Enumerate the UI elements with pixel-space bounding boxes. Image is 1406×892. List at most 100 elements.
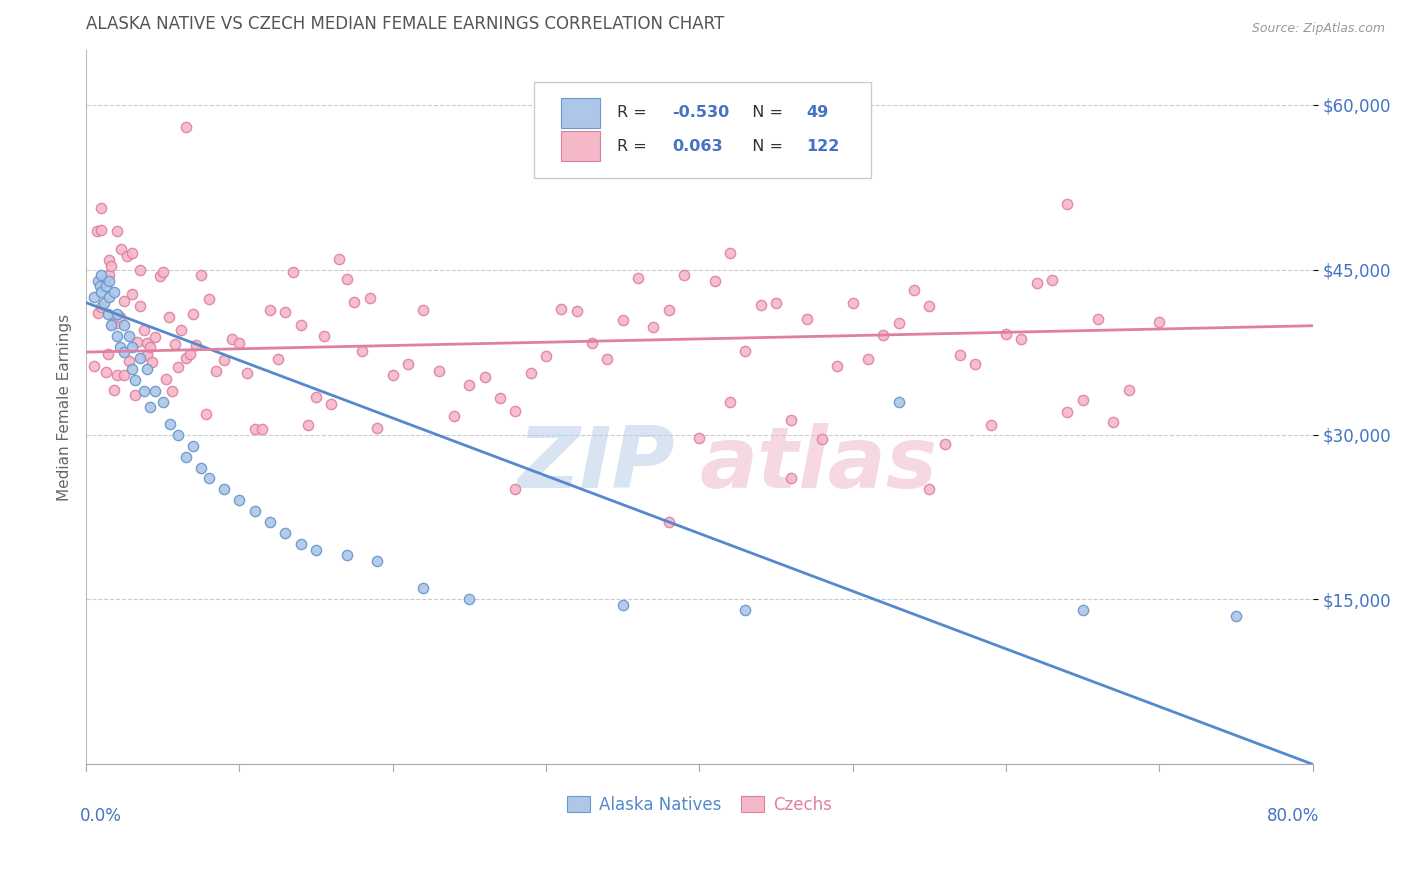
Point	[281, 265, 304, 279]
Point	[290, 537, 312, 551]
Point	[103, 383, 125, 397]
Point	[643, 319, 665, 334]
Point	[550, 302, 572, 317]
Point	[105, 224, 128, 238]
Point	[581, 335, 603, 350]
Point	[534, 349, 557, 363]
Point	[94, 365, 117, 379]
Point	[90, 268, 112, 282]
Point	[105, 328, 128, 343]
Point	[366, 421, 388, 435]
Point	[90, 300, 112, 314]
Point	[949, 348, 972, 362]
Point	[841, 295, 863, 310]
Point	[157, 310, 180, 325]
Point	[93, 295, 115, 310]
Point	[1025, 277, 1047, 291]
Point	[274, 526, 297, 541]
Point	[124, 373, 146, 387]
Point	[94, 279, 117, 293]
Point	[124, 387, 146, 401]
Text: ALASKA NATIVE VS CZECH MEDIAN FEMALE EARNINGS CORRELATION CHART: ALASKA NATIVE VS CZECH MEDIAN FEMALE EAR…	[86, 15, 724, 33]
Point	[980, 417, 1002, 432]
Point	[90, 223, 112, 237]
Point	[612, 598, 634, 612]
Point	[98, 268, 121, 282]
Text: -0.530: -0.530	[672, 105, 730, 120]
Point	[212, 483, 235, 497]
Point	[1118, 383, 1140, 397]
Text: N =: N =	[742, 105, 789, 120]
Point	[160, 384, 183, 399]
Point	[965, 357, 987, 371]
Point	[381, 368, 404, 382]
Point	[197, 292, 219, 306]
Point	[118, 354, 141, 368]
Point	[186, 338, 208, 352]
Point	[297, 418, 319, 433]
Point	[105, 307, 128, 321]
Point	[194, 407, 217, 421]
Point	[98, 253, 121, 268]
Point	[121, 245, 143, 260]
Point	[1149, 315, 1171, 329]
Point	[352, 344, 374, 359]
Point	[108, 340, 131, 354]
Point	[183, 306, 205, 320]
Point	[718, 395, 741, 409]
Point	[443, 409, 465, 423]
Point	[103, 285, 125, 299]
Y-axis label: Median Female Earnings: Median Female Earnings	[58, 313, 72, 500]
Point	[519, 366, 541, 380]
Point	[252, 422, 274, 436]
Point	[190, 460, 212, 475]
Point	[83, 290, 105, 304]
Point	[121, 287, 143, 301]
Point	[918, 299, 941, 313]
FancyBboxPatch shape	[561, 98, 600, 128]
Point	[236, 366, 259, 380]
Text: ZIP: ZIP	[517, 423, 675, 506]
Point	[136, 335, 159, 350]
Point	[1056, 405, 1078, 419]
Point	[305, 543, 328, 558]
Point	[90, 285, 112, 299]
Point	[765, 296, 787, 310]
Point	[139, 400, 162, 414]
Text: R =: R =	[617, 105, 652, 120]
Point	[121, 361, 143, 376]
Point	[336, 272, 359, 286]
Point	[170, 323, 193, 337]
Point	[143, 384, 166, 398]
Point	[100, 318, 122, 332]
Text: R =: R =	[617, 139, 657, 153]
Point	[336, 549, 359, 563]
Legend: Alaska Natives, Czechs: Alaska Natives, Czechs	[561, 789, 838, 821]
Point	[112, 318, 135, 332]
Point	[612, 312, 634, 326]
Point	[489, 391, 512, 405]
Point	[174, 120, 197, 134]
Point	[627, 271, 650, 285]
Point	[856, 352, 879, 367]
Point	[427, 364, 450, 378]
Point	[155, 372, 177, 386]
Point	[827, 359, 849, 374]
Point	[174, 450, 197, 464]
Point	[134, 323, 156, 337]
Point	[221, 333, 243, 347]
Point	[658, 303, 681, 318]
Point	[128, 262, 150, 277]
Point	[87, 306, 110, 320]
Point	[703, 273, 725, 287]
Point	[596, 351, 619, 366]
Point	[87, 274, 110, 288]
Point	[110, 242, 132, 256]
Point	[734, 343, 756, 358]
Point	[112, 368, 135, 383]
Point	[228, 335, 250, 350]
Text: Source: ZipAtlas.com: Source: ZipAtlas.com	[1251, 22, 1385, 36]
Text: atlas: atlas	[699, 423, 938, 506]
Point	[658, 516, 681, 530]
Point	[90, 201, 112, 215]
